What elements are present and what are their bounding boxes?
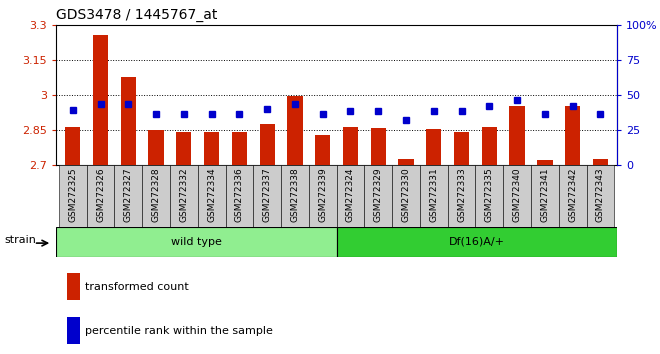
- Bar: [565, 106, 580, 165]
- Text: GSM272327: GSM272327: [124, 168, 133, 222]
- Text: Df(16)A/+: Df(16)A/+: [449, 236, 505, 247]
- Bar: [593, 159, 608, 165]
- Text: GSM272331: GSM272331: [429, 168, 438, 222]
- FancyBboxPatch shape: [587, 165, 614, 227]
- FancyBboxPatch shape: [226, 165, 253, 227]
- Bar: [93, 35, 108, 165]
- Bar: [148, 130, 164, 165]
- Text: GSM272341: GSM272341: [541, 168, 549, 222]
- Text: GSM272325: GSM272325: [68, 168, 77, 222]
- Bar: [399, 159, 414, 165]
- FancyBboxPatch shape: [447, 165, 475, 227]
- Text: strain: strain: [5, 235, 36, 245]
- Bar: [176, 132, 191, 165]
- Bar: [482, 127, 497, 165]
- Bar: [67, 317, 80, 344]
- Text: GSM272333: GSM272333: [457, 168, 466, 222]
- Text: GSM272332: GSM272332: [180, 168, 188, 222]
- FancyBboxPatch shape: [364, 165, 392, 227]
- Text: percentile rank within the sample: percentile rank within the sample: [85, 326, 273, 336]
- Text: GDS3478 / 1445767_at: GDS3478 / 1445767_at: [56, 8, 218, 22]
- FancyBboxPatch shape: [559, 165, 587, 227]
- Bar: [204, 132, 219, 165]
- Bar: [56, 227, 337, 257]
- FancyBboxPatch shape: [253, 165, 281, 227]
- Text: GSM272343: GSM272343: [596, 168, 605, 222]
- Bar: [510, 106, 525, 165]
- Bar: [537, 160, 552, 165]
- Text: GSM272337: GSM272337: [263, 168, 272, 222]
- FancyBboxPatch shape: [170, 165, 198, 227]
- Bar: [371, 128, 386, 165]
- FancyBboxPatch shape: [114, 165, 142, 227]
- FancyBboxPatch shape: [475, 165, 503, 227]
- Text: GSM272340: GSM272340: [513, 168, 521, 222]
- Text: GSM272334: GSM272334: [207, 168, 216, 222]
- Text: GSM272338: GSM272338: [290, 168, 300, 222]
- FancyBboxPatch shape: [503, 165, 531, 227]
- FancyBboxPatch shape: [86, 165, 114, 227]
- Text: GSM272330: GSM272330: [401, 168, 411, 222]
- FancyBboxPatch shape: [392, 165, 420, 227]
- Bar: [337, 227, 617, 257]
- Bar: [454, 132, 469, 165]
- Text: wild type: wild type: [171, 236, 222, 247]
- Text: GSM272329: GSM272329: [374, 168, 383, 222]
- FancyBboxPatch shape: [337, 165, 364, 227]
- FancyBboxPatch shape: [281, 165, 309, 227]
- Text: GSM272324: GSM272324: [346, 168, 355, 222]
- Text: GSM272342: GSM272342: [568, 168, 577, 222]
- Bar: [232, 132, 247, 165]
- Bar: [67, 273, 80, 301]
- FancyBboxPatch shape: [309, 165, 337, 227]
- Text: GSM272326: GSM272326: [96, 168, 105, 222]
- FancyBboxPatch shape: [531, 165, 559, 227]
- Text: GSM272328: GSM272328: [152, 168, 160, 222]
- FancyBboxPatch shape: [59, 165, 86, 227]
- Bar: [259, 124, 275, 165]
- FancyBboxPatch shape: [198, 165, 226, 227]
- FancyBboxPatch shape: [420, 165, 447, 227]
- Text: GSM272339: GSM272339: [318, 168, 327, 222]
- Bar: [287, 96, 302, 165]
- Text: GSM272336: GSM272336: [235, 168, 244, 222]
- Bar: [315, 135, 331, 165]
- Text: transformed count: transformed count: [85, 282, 189, 292]
- FancyBboxPatch shape: [142, 165, 170, 227]
- Bar: [121, 77, 136, 165]
- Bar: [426, 129, 442, 165]
- Bar: [343, 127, 358, 165]
- Text: GSM272335: GSM272335: [485, 168, 494, 222]
- Bar: [65, 127, 81, 165]
